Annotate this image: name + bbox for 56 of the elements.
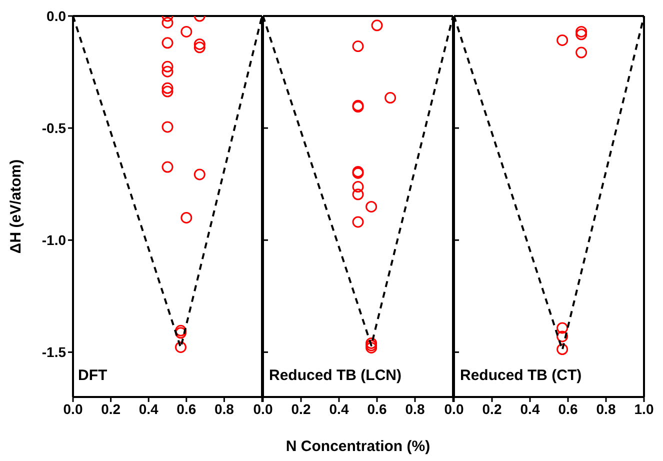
point	[556, 34, 568, 46]
annotation: Reduced TB (LCN)	[269, 367, 402, 384]
point	[556, 330, 568, 342]
point	[371, 20, 383, 32]
x-tick-label: 0.0	[444, 400, 464, 417]
point	[180, 212, 192, 224]
point	[162, 121, 174, 133]
point	[162, 66, 174, 78]
point	[576, 26, 588, 38]
x-tick-label: 0.6	[367, 400, 387, 417]
point	[576, 28, 588, 40]
x-tick-label: 0.0	[253, 400, 273, 417]
point	[366, 200, 378, 212]
point	[162, 16, 174, 28]
x-tick-label: 0.2	[101, 400, 121, 417]
point	[174, 324, 186, 336]
point	[556, 322, 568, 334]
point	[194, 38, 206, 50]
point	[352, 188, 364, 200]
x-tick-label: 0.0	[63, 400, 83, 417]
x-tick-label: 0.2	[291, 400, 311, 417]
annotation: Reduced TB (CT)	[460, 367, 582, 384]
point	[556, 344, 568, 356]
y-tick-label: -1.5	[42, 344, 66, 360]
point	[366, 337, 378, 349]
point	[352, 40, 364, 52]
point	[194, 42, 206, 54]
point	[180, 26, 192, 38]
point	[162, 60, 174, 72]
x-tick-label: 0.4	[138, 400, 159, 417]
point	[162, 37, 174, 49]
x-tick-label: 0.8	[214, 400, 234, 417]
point	[162, 82, 174, 94]
x-tick-label: 1.0	[634, 400, 654, 417]
x-tick-label: 0.4	[329, 400, 349, 417]
y-axis-title: ΔH (eV/atom)	[7, 159, 24, 254]
point	[384, 92, 396, 104]
y-tick-label: -1.0	[42, 232, 66, 248]
x-tick-label: 0.8	[596, 400, 616, 417]
point	[576, 46, 588, 58]
x-tick-label: 0.6	[558, 400, 578, 417]
point	[194, 168, 206, 180]
x-tick-label: 0.8	[405, 400, 425, 417]
point	[174, 327, 186, 339]
point	[352, 216, 364, 228]
point	[162, 86, 174, 98]
y-tick-label: -0.5	[42, 120, 66, 136]
x-axis-title: N Concentration (%)	[286, 438, 430, 455]
y-tick-label: 0.0	[46, 8, 66, 24]
x-tick-label: 0.2	[482, 400, 502, 417]
x-tick-label: 0.4	[520, 400, 540, 417]
x-tick-label: 0.6	[176, 400, 196, 417]
point	[352, 181, 364, 193]
point	[162, 161, 174, 173]
point	[174, 341, 186, 353]
annotation: DFT	[78, 367, 108, 384]
